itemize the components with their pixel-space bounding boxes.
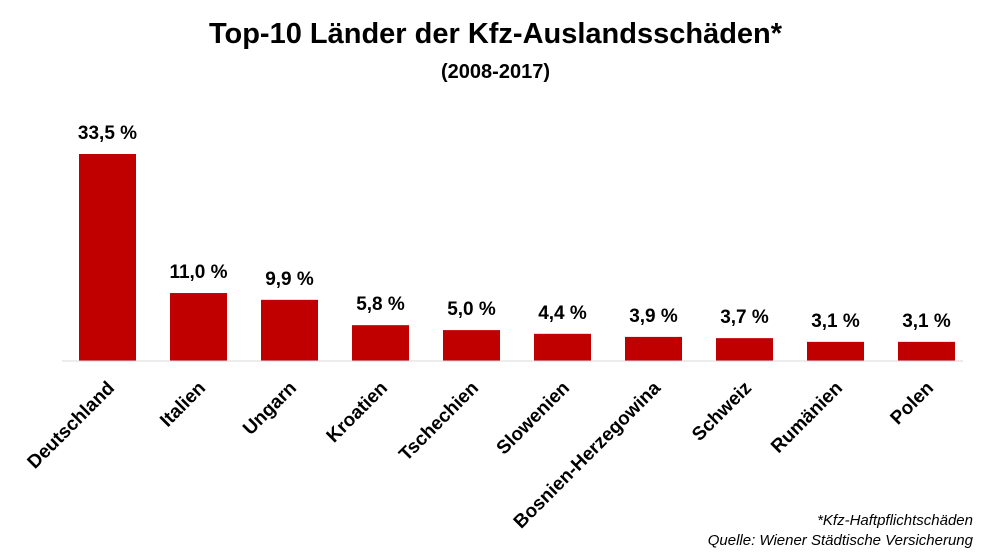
footnote: *Kfz-Haftpflichtschäden [817, 512, 973, 529]
bar-italien [170, 293, 227, 361]
value-label-rumänien: 3,1 % [811, 311, 860, 332]
category-label-tschechien: Tschechien [395, 378, 483, 466]
category-label-deutschland: Deutschland [24, 378, 119, 473]
bar-schweiz [716, 338, 773, 361]
value-label-tschechien: 5,0 % [447, 299, 496, 320]
bar-tschechien [443, 330, 500, 361]
category-label-polen: Polen [887, 378, 938, 429]
value-label-ungarn: 9,9 % [265, 269, 314, 290]
category-label-italien: Italien [156, 378, 210, 432]
category-labels-layer: Deutschland Italien Ungarn Kroatien Tschechi… [24, 377, 938, 532]
chart-title: Top-10 Länder der Kfz-Auslandsschäden* [208, 18, 783, 50]
value-label-kroatien: 5,8 % [356, 294, 405, 315]
bar-deutschland [79, 154, 136, 361]
value-label-slowenien: 4,4 % [538, 303, 587, 324]
value-label-deutschland: 33,5 % [78, 123, 137, 144]
category-label-rumänien: Rumänien [767, 378, 847, 458]
bar-rumänien [807, 341, 864, 361]
value-label-schweiz: 3,7 % [720, 307, 769, 328]
value-label-italien: 11,0 % [169, 262, 227, 283]
value-label-bosnien-herzegowina: 3,9 % [629, 306, 678, 327]
category-label-slowenien: Slowenien [493, 378, 574, 459]
bar-bosnien-herzegowina [625, 336, 682, 361]
value-labels-layer: 33,5 % 11,0 % 9,9 % 5,8 % 5,0 % 4,4 % 3,9 % 3,7… [78, 123, 951, 332]
bar-ungarn [261, 299, 318, 361]
category-label-ungarn: Ungarn [239, 378, 301, 440]
bar-polen [898, 341, 955, 361]
value-label-polen: 3,1 % [902, 311, 951, 332]
chart-subtitle: (2008-2017) [441, 61, 550, 83]
category-label-kroatien: Kroatien [323, 378, 392, 447]
category-label-bosnien-herzegowina: Bosnien-Herzegowina [510, 377, 665, 532]
bar-slowenien [534, 333, 591, 361]
bars-layer [79, 154, 955, 361]
source-note: Quelle: Wiener Städtische Versicherung [707, 532, 973, 549]
category-label-schweiz: Schweiz [688, 378, 756, 446]
bar-kroatien [352, 325, 409, 361]
